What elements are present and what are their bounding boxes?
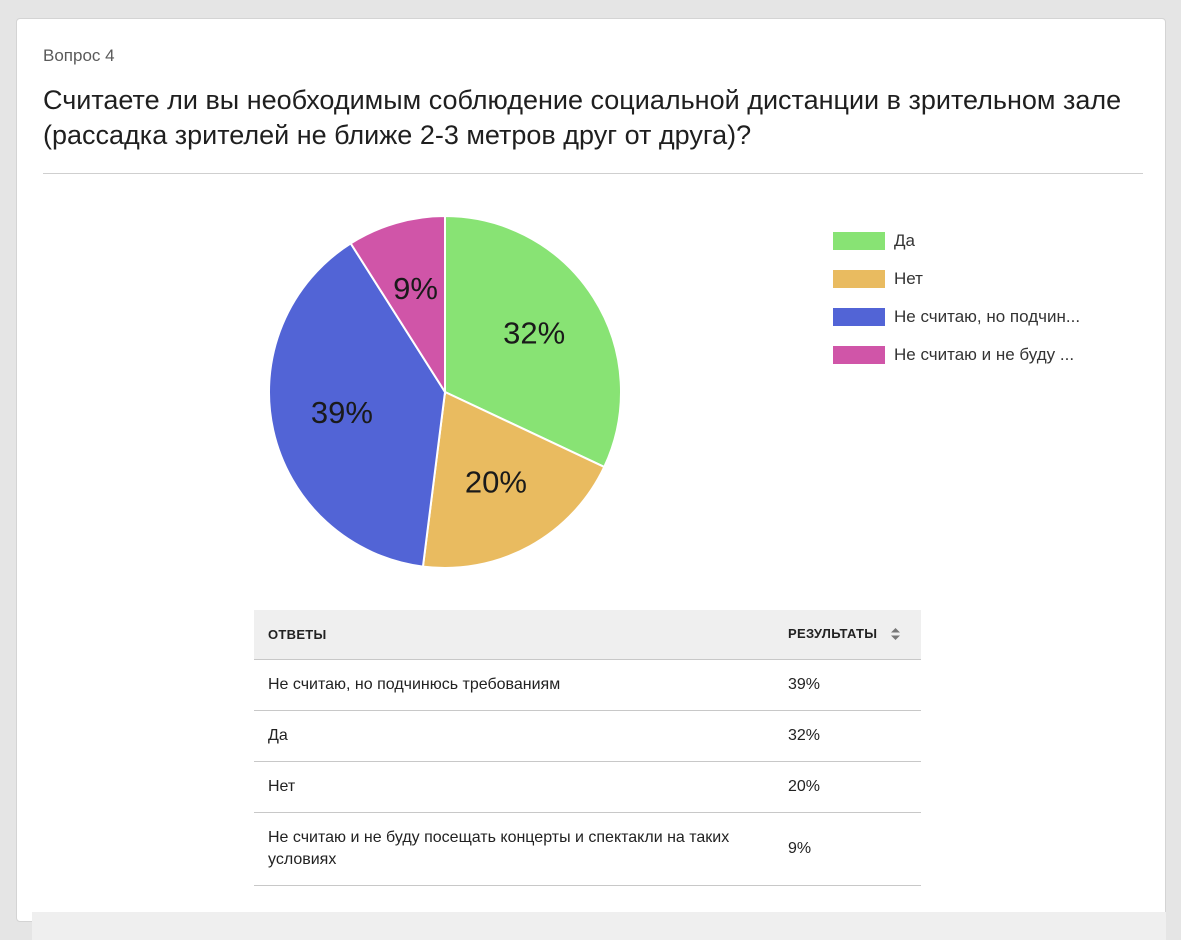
chart-legend: Да Нет Не считаю, но подчин... Не считаю и …	[833, 231, 1080, 383]
legend-item-comply[interactable]: Не считаю, но подчин...	[833, 307, 1080, 327]
divider	[43, 173, 1143, 174]
slice-label-no: 20%	[465, 465, 527, 500]
legend-item-yes[interactable]: Да	[833, 231, 1080, 251]
slice-label-comply: 39%	[311, 395, 373, 430]
answer-cell: Не считаю и не буду посещать концерты и …	[254, 812, 774, 886]
answers-column-header: ОТВЕТЫ	[254, 610, 774, 660]
legend-swatch	[833, 270, 885, 288]
bottom-strip	[32, 912, 1166, 940]
answer-cell: Да	[254, 710, 774, 762]
legend-swatch	[833, 346, 885, 364]
sort-icon[interactable]	[891, 627, 901, 643]
legend-swatch	[833, 308, 885, 326]
table-row: Не считаю, но подчинюсь требованиям 39%	[254, 659, 921, 711]
pie-slice-yes[interactable]	[444, 214, 622, 469]
legend-label: Не считаю и не буду ...	[894, 345, 1075, 364]
result-cell: 39%	[774, 659, 921, 711]
result-cell: 32%	[774, 710, 921, 762]
table-row: Да 32%	[254, 710, 921, 762]
slice-label-refuse: 9%	[393, 271, 438, 306]
results-header-label: РЕЗУЛЬТАТЫ	[788, 626, 878, 642]
question-title: Считаете ли вы необходимым соблюдение со…	[43, 85, 1122, 150]
legend-item-no[interactable]: Нет	[833, 269, 1080, 289]
pie-chart: 32% 20% 39% 9%	[268, 214, 622, 569]
legend-label: Не считаю, но подчин...	[894, 307, 1081, 326]
question-number: Вопрос 4	[43, 46, 115, 65]
legend-label: Да	[894, 231, 915, 250]
table-header-row: ОТВЕТЫ РЕЗУЛЬТАТЫ	[254, 610, 921, 660]
pie-slice-refuse[interactable]	[349, 214, 446, 396]
table-row: Не считаю и не буду посещать концерты и …	[254, 812, 921, 886]
table-row: Нет 20%	[254, 761, 921, 813]
answer-cell: Нет	[254, 761, 774, 813]
answers-header-label: ОТВЕТЫ	[268, 627, 327, 642]
pie-slice-no[interactable]	[421, 390, 606, 569]
results-column-header[interactable]: РЕЗУЛЬТАТЫ	[774, 610, 921, 660]
legend-item-refuse[interactable]: Не считаю и не буду ...	[833, 345, 1080, 365]
result-cell: 20%	[774, 761, 921, 813]
question-card: Вопрос 4 Считаете ли вы необходимым собл…	[16, 18, 1166, 922]
slice-label-yes: 32%	[503, 316, 565, 351]
legend-swatch	[833, 232, 885, 250]
result-cell: 9%	[774, 812, 921, 886]
legend-label: Нет	[894, 269, 923, 288]
results-table: ОТВЕТЫ РЕЗУЛЬТАТЫ Не считаю, но подчинюс…	[254, 610, 921, 886]
answer-cell: Не считаю, но подчинюсь требованиям	[254, 659, 774, 711]
